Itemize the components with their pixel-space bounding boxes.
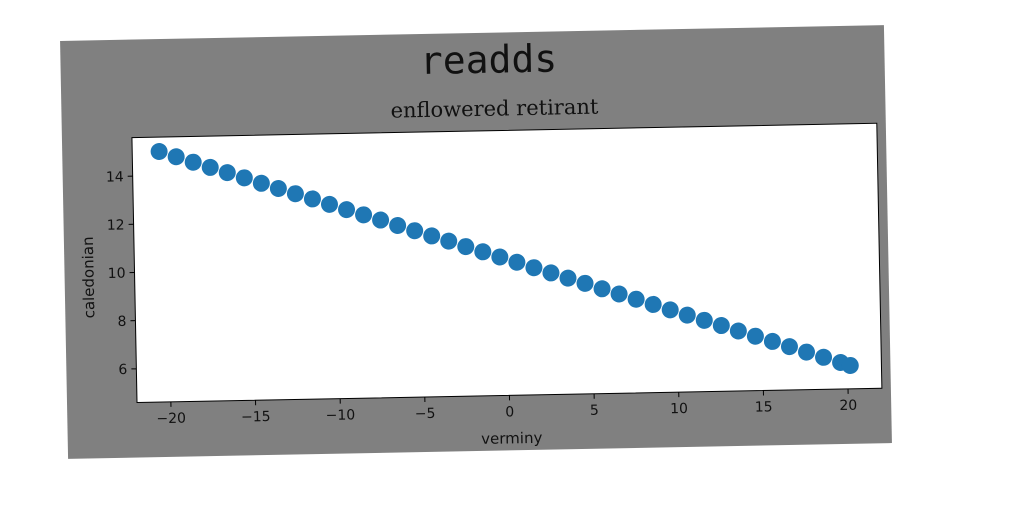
scatter-point [695,311,713,329]
scatter-point [269,180,287,198]
scatter-point [372,211,390,229]
scatter-series [150,143,859,374]
scatter-point [815,348,833,366]
x-tick-label: 0 [505,404,514,420]
scatter-point [712,317,730,335]
chart-title: readds [419,36,557,83]
chart-subtitle: enflowered retirant [390,95,599,123]
scatter-point [303,190,321,208]
scatter-point [542,264,560,282]
y-tick-label: 6 [118,362,127,378]
scatter-point [440,232,458,250]
x-tick-label: −15 [241,409,271,426]
scatter-point [457,238,475,256]
scatter-point [729,322,747,340]
scatter-point [184,153,202,171]
x-tick-label: 20 [839,398,857,414]
scatter-point [508,253,526,271]
scatter-point [525,259,543,277]
scatter-point [389,216,407,234]
scatter-point [678,306,696,324]
x-tick-label: −20 [156,411,186,428]
x-tick-label: 10 [670,401,688,417]
scatter-point [355,206,373,224]
y-tick-label: 14 [106,169,124,185]
scatter-point [235,169,253,187]
scatter-point [559,269,577,287]
scatter-point [201,158,219,176]
scatter-point [798,343,816,361]
x-axis-label: verminy [481,429,543,448]
y-tick-label: 8 [117,314,126,330]
y-tick-label: 12 [107,217,125,233]
scatter-point [763,332,781,350]
scatter-point [150,143,168,161]
scatter-point [627,290,645,308]
scatter-point [661,301,679,319]
scatter-point [167,148,185,166]
scatter-point [644,295,662,313]
y-axis-label: caledonian [79,236,99,318]
y-tick-label: 10 [108,266,126,282]
scatter-point [320,195,338,213]
scatter-point [406,222,424,240]
x-tick-label: 15 [755,399,773,415]
x-axis: −20 −15 −10 −5 0 5 10 15 20 [156,388,857,428]
scatter-point [286,185,304,203]
scatter-point [491,248,509,266]
plot-area [131,122,883,404]
scatter-point [423,227,441,245]
x-tick-label: −5 [415,406,436,422]
scatter-point [610,285,628,303]
x-tick-label: 5 [590,403,599,419]
scatter-point [218,164,236,182]
scatter-point [593,280,611,298]
scatter-point [576,274,594,292]
x-tick-label: −10 [326,407,356,424]
scatter-point [746,327,764,345]
scatter-point [338,201,356,219]
scatter-point [474,243,492,261]
scatter-point [780,338,798,356]
scatter-point [252,174,270,192]
y-axis: 6 8 10 12 14 [106,169,137,378]
scatter-point [841,356,859,374]
